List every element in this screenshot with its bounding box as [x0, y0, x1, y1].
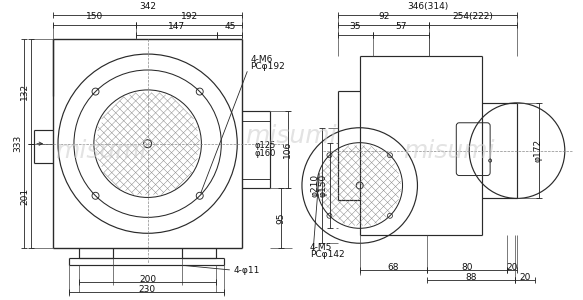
- Text: 254(222): 254(222): [453, 12, 494, 21]
- Text: 20: 20: [507, 263, 518, 272]
- Text: φ210: φ210: [311, 174, 320, 197]
- Text: 68: 68: [388, 263, 399, 272]
- Text: PCφ192: PCφ192: [250, 62, 285, 71]
- Text: 92: 92: [378, 12, 389, 21]
- Text: 333: 333: [13, 135, 22, 152]
- Text: 45: 45: [224, 22, 236, 31]
- Text: φ125: φ125: [254, 141, 275, 150]
- Text: φ160: φ160: [254, 149, 276, 158]
- Text: 346(314): 346(314): [407, 2, 448, 11]
- Text: 80: 80: [462, 263, 473, 272]
- Text: misumi: misumi: [55, 139, 147, 163]
- Text: 57: 57: [395, 22, 407, 31]
- Text: 106: 106: [283, 141, 292, 158]
- Text: 20: 20: [519, 273, 531, 282]
- Text: 4-φ11: 4-φ11: [233, 266, 259, 274]
- Text: 230: 230: [138, 285, 155, 294]
- Text: 200: 200: [139, 275, 156, 284]
- Text: φ172: φ172: [534, 139, 543, 162]
- Text: 4-M5: 4-M5: [310, 243, 332, 252]
- Text: 201: 201: [20, 188, 29, 205]
- Text: 150: 150: [86, 12, 103, 21]
- Text: misumi: misumi: [245, 124, 337, 148]
- Text: 192: 192: [181, 12, 198, 21]
- Text: misumi: misumi: [403, 139, 495, 163]
- Text: 132: 132: [20, 83, 29, 100]
- Text: φ150: φ150: [319, 174, 328, 197]
- Text: 88: 88: [465, 273, 477, 282]
- Text: PCφ142: PCφ142: [310, 250, 345, 259]
- Text: 342: 342: [139, 2, 156, 11]
- Text: 35: 35: [349, 22, 361, 31]
- Text: 95: 95: [276, 213, 285, 224]
- Text: 4-M6: 4-M6: [250, 55, 273, 64]
- Text: 147: 147: [168, 22, 185, 31]
